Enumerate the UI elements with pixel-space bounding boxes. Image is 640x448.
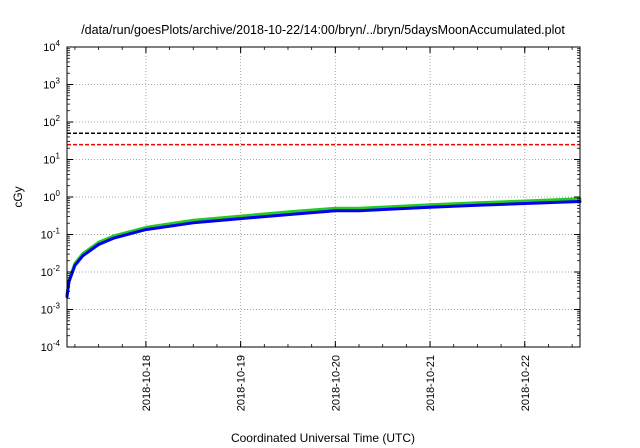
y-tick-labels: 10-4 10-3 10-2 10-1 100 101 102 103 104	[41, 39, 61, 354]
y-tick-label: 10-1	[41, 227, 61, 242]
x-tick-label: 2018-10-19	[236, 355, 248, 411]
chart-title: /data/run/goesPlots/archive/2018-10-22/1…	[81, 23, 565, 37]
x-tick-label: 2018-10-18	[141, 355, 153, 411]
series-lines	[65, 197, 582, 299]
plot-frame	[66, 46, 581, 348]
y-tick-label: 10-2	[41, 264, 61, 279]
x-tick-label: 2018-10-20	[330, 355, 342, 411]
y-tick-label: 102	[43, 114, 60, 129]
y-tick-label: 101	[43, 152, 60, 167]
x-tick-labels: 2018-10-18 2018-10-19 2018-10-20 2018-10-21…	[141, 355, 532, 411]
grid	[67, 47, 580, 347]
y-axis-label: cGy	[11, 186, 25, 207]
y-tick-label: 10-4	[41, 339, 61, 354]
y-tick-label: 100	[43, 189, 60, 204]
y-tick-label: 10-3	[41, 302, 61, 317]
x-tick-label: 2018-10-21	[425, 355, 437, 411]
ticks	[67, 46, 580, 348]
reference-lines	[67, 132, 580, 146]
y-tick-label: 103	[43, 77, 60, 92]
x-axis-label: Coordinated Universal Time (UTC)	[231, 431, 415, 445]
x-tick-label: 2018-10-22	[520, 355, 532, 411]
y-tick-label: 104	[43, 39, 60, 54]
series-line-blue	[65, 200, 582, 299]
